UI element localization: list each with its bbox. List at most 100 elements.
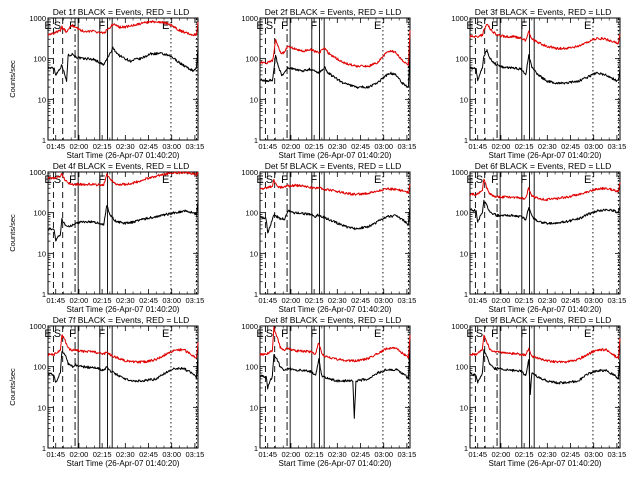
x-tick-label: 02:15 (93, 296, 112, 305)
y-tick-label: 1000 (29, 322, 46, 331)
series-lld (259, 326, 411, 363)
series-events (48, 200, 199, 242)
event-marker-label: F (521, 174, 528, 186)
x-tick-label: 02:45 (561, 450, 580, 459)
panel-det-4f: Det 4f BLACK = Events, RED = LLD 1 10 100 10… (8, 161, 204, 314)
plot-frame (47, 171, 199, 295)
event-marker-label: E (44, 20, 51, 32)
x-tick-label: 02:30 (116, 142, 135, 151)
x-tick-label: 03:00 (374, 142, 393, 151)
y-tick-label: 1 (254, 136, 258, 145)
event-marker-label: F (99, 328, 106, 340)
x-tick-label: 02:45 (139, 142, 158, 151)
y-tick-label: 10 (460, 403, 468, 412)
series-events (260, 342, 411, 419)
x-tick-label: 02:30 (116, 296, 135, 305)
event-marker-label: F (281, 20, 288, 32)
event-marker-label: E (466, 174, 473, 186)
y-tick-label: 10 (38, 249, 46, 258)
panel-det-5f: Det 5f BLACK = Events, RED = LLD 1 10 100 10… (241, 161, 416, 314)
x-axis-label: Start Time (26-Apr-07 01:40:20) (489, 305, 602, 314)
x-tick-label: 02:30 (538, 450, 557, 459)
event-marker-label: E (584, 20, 591, 32)
x-tick-label: 02:00 (70, 296, 89, 305)
y-tick-label: 10 (460, 95, 468, 104)
x-tick-label: 01:45 (46, 450, 65, 459)
x-axis-label: Start Time (26-Apr-07 01:40:20) (67, 305, 180, 314)
y-tick-label: 10 (250, 95, 258, 104)
plot-frame (469, 17, 621, 141)
event-marker-label: E (584, 174, 591, 186)
panel-det-7f: Det 7f BLACK = Events, RED = LLD 1 10 100 10… (8, 315, 204, 468)
panel-title: Det 7f BLACK = Events, RED = LLD (53, 315, 190, 325)
plot-frame (47, 17, 199, 141)
x-tick-label: 01:45 (258, 296, 277, 305)
y-tick-label: 100 (33, 55, 46, 64)
x-tick-label: 02:15 (305, 142, 324, 151)
x-axis-label: Start Time (26-Apr-07 01:40:20) (279, 151, 392, 160)
x-tick-label: 02:15 (93, 142, 112, 151)
event-marker-label: F (311, 328, 318, 340)
y-tick-label: 10 (38, 95, 46, 104)
event-marker-label: F (281, 328, 288, 340)
panel-title: Det 1f BLACK = Events, RED = LLD (53, 7, 190, 17)
series-lld (469, 178, 621, 202)
x-tick-label: 02:30 (116, 450, 135, 459)
x-tick-label: 03:00 (374, 296, 393, 305)
y-tick-label: 100 (245, 209, 258, 218)
x-tick-label: 02:30 (538, 142, 557, 151)
y-tick-label: 1 (42, 290, 46, 299)
plot-frame (47, 325, 199, 449)
event-marker-label: S (476, 174, 483, 186)
x-tick-label: 02:45 (351, 296, 370, 305)
panel-title: Det 4f BLACK = Events, RED = LLD (53, 161, 190, 171)
series-lld (259, 178, 411, 196)
x-tick-label: 02:45 (351, 450, 370, 459)
x-tick-label: 02:00 (282, 450, 301, 459)
x-tick-label: 02:00 (492, 296, 511, 305)
event-marker-label: F (99, 174, 106, 186)
event-marker-label: S (266, 174, 273, 186)
event-marker-label: S (54, 328, 61, 340)
event-marker-label: F (281, 174, 288, 186)
x-tick-label: 03:00 (162, 450, 181, 459)
panel-det-3f: Det 3f BLACK = Events, RED = LLD 1 10 100 10… (451, 7, 626, 160)
x-tick-label: 02:30 (328, 450, 347, 459)
panel-title: Det 9f BLACK = Events, RED = LLD (475, 315, 612, 325)
series-lld (469, 334, 621, 364)
x-tick-label: 02:45 (561, 296, 580, 305)
y-tick-label: 10 (250, 249, 258, 258)
y-tick-label: 1000 (241, 168, 258, 177)
x-axis-label: Start Time (26-Apr-07 01:40:20) (279, 459, 392, 468)
event-marker-label: S (266, 20, 273, 32)
x-tick-label: 03:15 (608, 450, 627, 459)
series-events (469, 49, 621, 85)
y-tick-label: 1000 (451, 168, 468, 177)
x-tick-label: 03:00 (374, 450, 393, 459)
y-axis-label: Counts/sec (8, 214, 17, 252)
x-tick-label: 01:45 (468, 450, 487, 459)
x-tick-label: 02:30 (538, 296, 557, 305)
event-marker-label: S (266, 328, 273, 340)
y-tick-label: 1000 (29, 168, 46, 177)
x-tick-label: 03:15 (398, 450, 417, 459)
panel-title: Det 2f BLACK = Events, RED = LLD (265, 7, 402, 17)
event-marker-label: E (374, 328, 381, 340)
y-tick-label: 10 (250, 403, 258, 412)
y-tick-label: 10 (460, 249, 468, 258)
x-axis-label: Start Time (26-Apr-07 01:40:20) (67, 151, 180, 160)
x-tick-label: 02:15 (515, 142, 534, 151)
event-marker-label: S (54, 174, 61, 186)
panel-title: Det 5f BLACK = Events, RED = LLD (265, 161, 402, 171)
series-lld (469, 23, 621, 50)
x-tick-label: 03:15 (186, 142, 205, 151)
panel-title: Det 6f BLACK = Events, RED = LLD (475, 161, 612, 171)
event-marker-label: E (374, 20, 381, 32)
event-marker-label: F (491, 174, 498, 186)
event-marker-label: S (54, 20, 61, 32)
y-tick-label: 100 (245, 363, 258, 372)
event-marker-label: E (256, 174, 263, 186)
x-tick-label: 02:00 (492, 450, 511, 459)
x-tick-label: 02:15 (305, 296, 324, 305)
series-events (259, 46, 411, 89)
